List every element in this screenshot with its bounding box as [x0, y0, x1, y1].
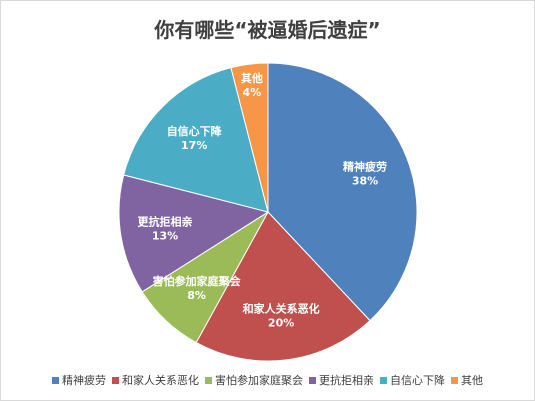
pie-slice-3	[118, 174, 270, 293]
legend-item-5: 其他	[451, 372, 483, 388]
pie-slice-5	[230, 62, 269, 213]
slice-value-label-3: 13%	[152, 229, 178, 242]
slice-value-label-0: 38%	[352, 175, 378, 188]
legend-swatch-4	[380, 376, 387, 384]
legend-label-0: 精神疲劳	[62, 374, 106, 387]
pie-slice-4	[123, 67, 269, 213]
chart-legend: 精神疲劳 和家人关系恶化 害怕参加家庭聚会 更抗拒相亲 自信心下降 其他	[0, 372, 535, 388]
legend-item-1: 和家人关系恶化	[112, 372, 199, 388]
legend-swatch-0	[52, 376, 59, 384]
slice-category-label-1: 和家人关系恶化	[243, 302, 320, 316]
legend-label-3: 更抗拒相亲	[319, 374, 374, 387]
pie-slice-1	[195, 211, 371, 362]
slice-value-label-4: 17%	[181, 139, 207, 152]
legend-item-3: 更抗拒相亲	[309, 372, 374, 388]
legend-item-0: 精神疲劳	[52, 372, 106, 388]
slice-value-label-5: 4%	[243, 86, 262, 99]
pie-slice-0	[267, 62, 418, 322]
legend-label-1: 和家人关系恶化	[122, 374, 199, 387]
slice-value-label-1: 20%	[268, 317, 294, 330]
slice-value-label-2: 8%	[187, 289, 206, 302]
chart-title: 你有哪些“被逼婚后遗症”	[154, 18, 381, 42]
legend-swatch-1	[112, 376, 119, 384]
slice-category-label-4: 自信心下降	[167, 124, 223, 138]
legend-swatch-5	[451, 376, 458, 384]
legend-item-4: 自信心下降	[380, 372, 445, 388]
slice-category-label-5: 其他	[241, 71, 263, 85]
slice-category-label-0: 精神疲劳	[343, 160, 387, 174]
slice-category-label-3: 更抗拒相亲	[138, 214, 193, 228]
legend-label-4: 自信心下降	[390, 374, 445, 387]
legend-item-2: 害怕参加家庭聚会	[205, 372, 303, 388]
legend-swatch-3	[309, 376, 316, 384]
legend-label-2: 害怕参加家庭聚会	[215, 374, 303, 387]
legend-swatch-2	[205, 376, 212, 384]
slice-category-label-2: 害怕参加家庭聚会	[153, 274, 242, 288]
legend-label-5: 其他	[461, 374, 483, 387]
